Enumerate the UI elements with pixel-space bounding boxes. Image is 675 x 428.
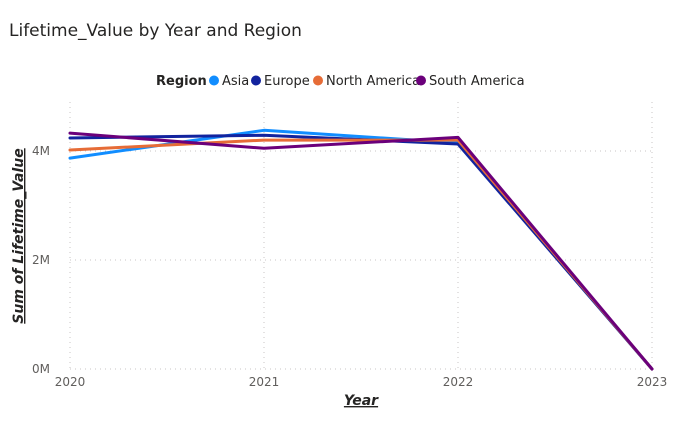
chart-title: Lifetime_Value by Year and Region <box>9 21 302 41</box>
y-axis-ticks: 0M 2M 4M <box>32 144 50 376</box>
legend-label-south-america: South America <box>429 74 525 89</box>
x-tick-label: 2023 <box>637 375 668 389</box>
series-line-south-america <box>68 131 654 371</box>
legend-marker-south-america <box>416 75 426 86</box>
legend-marker-asia <box>209 75 219 86</box>
legend: Region Asia Europe North America South Amer… <box>156 74 525 89</box>
y-tick-label: 4M <box>32 144 50 158</box>
y-axis-title: Sum of Lifetime_Value <box>11 148 27 323</box>
series-line-north-america <box>68 138 654 371</box>
y-tick-label: 0M <box>32 362 50 376</box>
series-line-europe <box>68 133 654 371</box>
x-tick-label: 2022 <box>443 375 474 389</box>
x-axis-ticks: 2020 2021 2022 2023 <box>55 375 668 389</box>
y-tick-label: 2M <box>32 253 50 267</box>
legend-title: Region <box>156 74 207 89</box>
x-axis-title: Year <box>344 393 379 409</box>
x-tick-label: 2020 <box>55 375 86 389</box>
series-line-asia <box>68 128 654 371</box>
legend-label-europe: Europe <box>264 74 310 89</box>
legend-label-asia: Asia <box>222 74 249 89</box>
legend-marker-north-america <box>313 75 323 86</box>
gridlines <box>69 102 653 370</box>
x-tick-label: 2021 <box>249 375 280 389</box>
legend-marker-europe <box>251 75 261 86</box>
series-lines <box>68 128 654 371</box>
legend-label-north-america: North America <box>326 74 420 89</box>
